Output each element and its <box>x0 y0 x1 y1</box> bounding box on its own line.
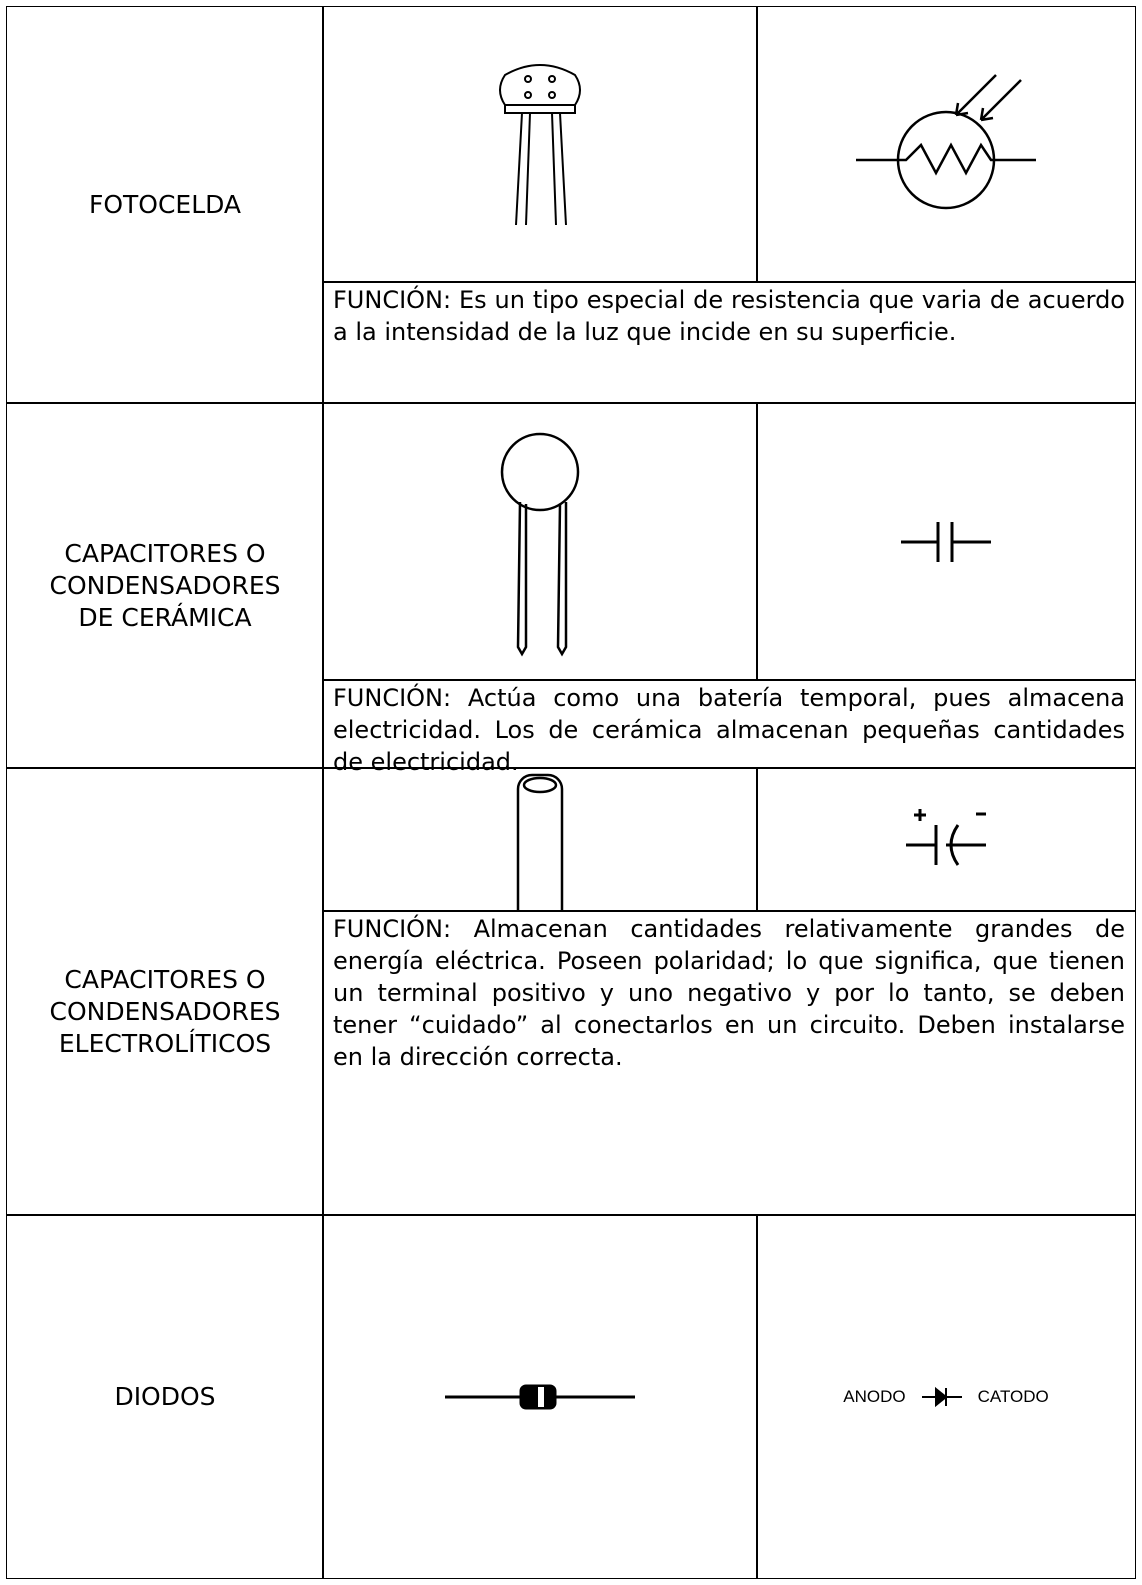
row-name: CAPACITORES O CONDENSADORES ELECTROLÍTIC… <box>6 767 324 1216</box>
row-name: FOTOCELDA <box>6 6 324 404</box>
function-text: FUNCIÓN: Es un tipo especial de resisten… <box>322 281 1136 404</box>
diode-symbol <box>921 1386 962 1407</box>
electrolytic-symbol <box>906 808 986 866</box>
row-name: DIODOS <box>6 1214 324 1579</box>
ceramic-capacitor-image <box>500 432 580 657</box>
anode-label: ANODO <box>843 1386 906 1406</box>
component-symbol <box>756 402 1136 681</box>
component-image <box>322 1214 758 1579</box>
component-image <box>322 6 758 283</box>
cathode-label: CATODO <box>977 1386 1049 1406</box>
photocell-image <box>499 63 581 225</box>
capacitor-symbol <box>901 521 991 562</box>
row-name: CAPACITORES O CONDENSADORES DE CERÁMICA <box>6 402 324 769</box>
component-symbol: ANODO CATODO <box>756 1214 1136 1579</box>
component-image <box>322 767 758 912</box>
component-symbol <box>756 6 1136 283</box>
function-text: FUNCIÓN: Actúa como una batería temporal… <box>322 679 1136 776</box>
diode-image <box>445 1384 635 1409</box>
photocell-symbol <box>856 73 1036 209</box>
function-text: FUNCIÓN: Almacenan cantidades relativame… <box>322 910 1136 1216</box>
component-symbol <box>756 767 1136 912</box>
electrolytic-image <box>516 773 564 911</box>
component-image <box>322 402 758 681</box>
